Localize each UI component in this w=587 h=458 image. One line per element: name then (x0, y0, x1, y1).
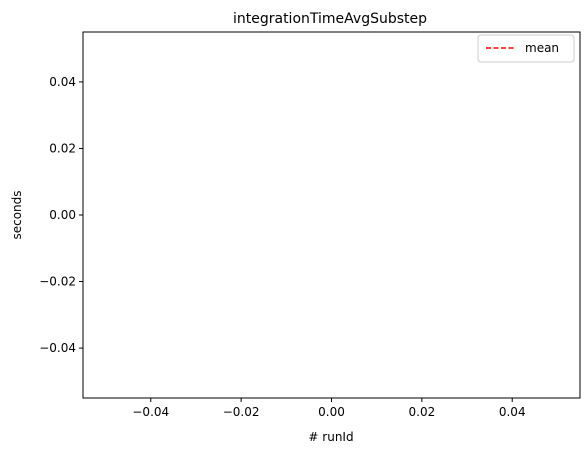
legend-mean-label: mean (525, 41, 559, 55)
x-axis-label: # runId (308, 430, 353, 444)
x-tick-label: 0.02 (409, 405, 436, 419)
legend-box (477, 34, 575, 63)
y-axis-label: seconds (10, 190, 24, 239)
y-tick-label: −0.04 (39, 341, 76, 355)
y-tick-label: 0.04 (49, 75, 76, 89)
y-tick-label: −0.02 (39, 275, 76, 289)
y-axis-ticks: 0.04 0.02 0.00 −0.02 −0.04 (39, 75, 83, 355)
x-tick-label: 0.00 (318, 405, 345, 419)
y-tick-label: 0.00 (49, 208, 76, 222)
plot-area (82, 31, 581, 399)
x-tick-label: −0.02 (223, 405, 260, 419)
y-tick-label: 0.02 (49, 141, 76, 155)
legend: mean (477, 34, 575, 63)
chart-title: integrationTimeAvgSubstep (233, 11, 427, 27)
x-tick-label: 0.04 (499, 405, 526, 419)
x-axis-ticks: −0.04 −0.02 0.00 0.02 0.04 (132, 398, 526, 419)
x-tick-label: −0.04 (132, 405, 169, 419)
